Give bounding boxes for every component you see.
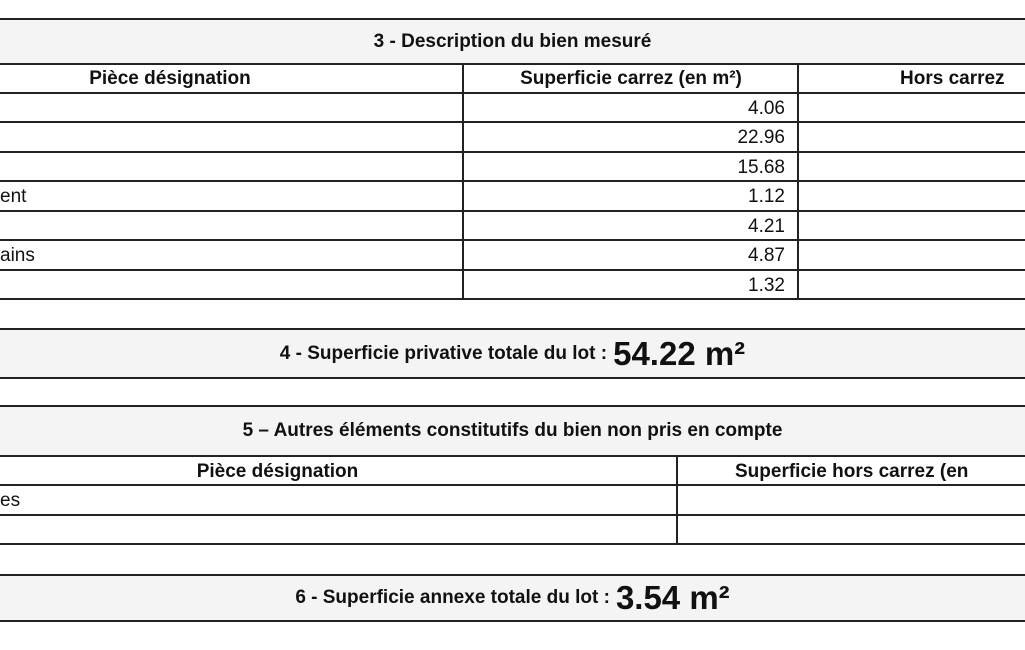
row-carrez-value: 1.32 <box>748 275 785 296</box>
row-divider <box>0 484 1025 486</box>
row-label: es <box>0 490 21 511</box>
row-label: ent <box>0 186 27 207</box>
row-divider <box>0 92 1025 94</box>
row-divider <box>0 239 1025 241</box>
row-carrez-value: 1.12 <box>748 186 785 207</box>
col-header-piece: Pièce désignation <box>196 461 359 482</box>
row-carrez-value: 15.68 <box>737 157 785 178</box>
col-header-hors-carrez: Hors carrez <box>900 68 1005 89</box>
row-carrez-value: 4.87 <box>748 245 785 266</box>
column-divider <box>462 64 464 300</box>
row-divider <box>0 298 1025 300</box>
section3-title-text: 3 - Description du bien mesuré <box>373 30 652 52</box>
row-carrez-value: 22.96 <box>737 127 785 148</box>
row-divider <box>0 210 1025 212</box>
row-divider <box>0 269 1025 271</box>
section5-title-text: 5 – Autres éléments constitutifs du bien… <box>242 420 783 441</box>
section5-title: 5 – Autres éléments constitutifs du bien… <box>0 405 1025 457</box>
row-carrez-value: 4.21 <box>748 216 785 237</box>
row-divider <box>0 180 1025 182</box>
section6-label: 6 - Superficie annexe totale du lot : <box>295 587 610 608</box>
column-divider <box>797 64 799 300</box>
section6-total: 6 - Superficie annexe totale du lot : 3.… <box>0 574 1025 622</box>
col-header-piece: Pièce désignation <box>89 68 251 89</box>
column-divider <box>676 457 678 545</box>
row-divider <box>0 543 1025 545</box>
row-divider <box>0 121 1025 123</box>
col-header-hors-carrez: Superficie hors carrez (en <box>735 461 969 482</box>
section4-value: 54.22 m² <box>613 334 746 372</box>
row-carrez-value: 4.06 <box>748 98 785 119</box>
section6-value: 3.54 m² <box>615 579 730 616</box>
row-divider <box>0 514 1025 516</box>
section4-total: 4 - Superficie privative totale du lot :… <box>0 328 1025 379</box>
section3-title: 3 - Description du bien mesuré <box>0 18 1025 65</box>
col-header-carrez: Superficie carrez (en m²) <box>520 68 742 89</box>
section4-label: 4 - Superficie privative totale du lot : <box>279 342 608 364</box>
row-label: ains <box>0 245 35 266</box>
row-divider <box>0 151 1025 153</box>
